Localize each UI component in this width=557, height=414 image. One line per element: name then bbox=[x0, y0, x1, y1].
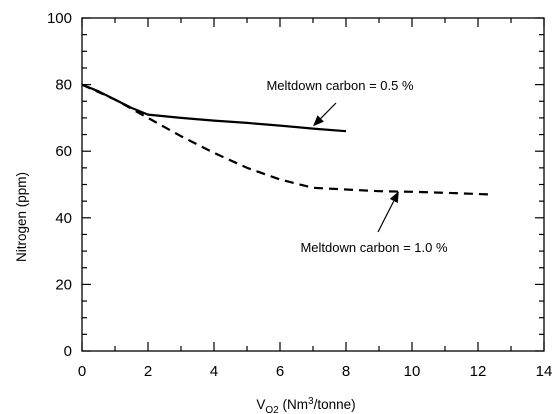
annotation-1-0-carbon: Meltdown carbon = 1.0 % bbox=[300, 240, 447, 255]
y-tick-label: 20 bbox=[55, 276, 72, 293]
x-axis-label: VO2 (Nm3/tonne) bbox=[256, 396, 355, 414]
annotation-arrow bbox=[320, 102, 337, 119]
annotation-arrowhead bbox=[389, 191, 399, 203]
x-tick-label: 10 bbox=[404, 363, 421, 380]
x-axis-label-rest: (Nm bbox=[279, 397, 308, 412]
y-tick-label: 0 bbox=[64, 343, 72, 360]
x-axis-label-superscript: 3 bbox=[308, 396, 314, 407]
x-axis-label-main: V bbox=[256, 397, 265, 412]
annotation-arrow bbox=[377, 200, 395, 233]
tick-labels: 0 2 4 6 8 10 12 14 0 20 40 60 80 100 bbox=[47, 10, 552, 380]
annotation-arrowhead bbox=[313, 115, 324, 127]
series-group bbox=[81, 83, 492, 196]
annotation-0-5-carbon: Meltdown carbon = 0.5 % bbox=[266, 78, 413, 93]
x-axis-label-subscript: O2 bbox=[265, 405, 279, 414]
x-tick-label: 6 bbox=[276, 363, 284, 380]
x-tick-label: 8 bbox=[342, 363, 350, 380]
plot-border bbox=[81, 17, 545, 352]
x-axis-label-end: /tonne) bbox=[314, 397, 356, 412]
x-tick-label: 14 bbox=[536, 363, 553, 380]
x-tick-label: 0 bbox=[78, 363, 86, 380]
x-tick-label: 2 bbox=[144, 363, 152, 380]
y-tick-label: 100 bbox=[47, 10, 72, 27]
y-tick-label: 80 bbox=[55, 77, 72, 94]
series-line-1-0-carbon bbox=[81, 83, 492, 196]
x-tick-label: 12 bbox=[470, 363, 487, 380]
x-tick-label: 4 bbox=[210, 363, 218, 380]
plot-frame bbox=[81, 17, 545, 352]
y-tick-label: 60 bbox=[55, 143, 72, 160]
annotations: Meltdown carbon = 0.5 % Meltdown carbon =… bbox=[266, 78, 447, 255]
y-tick-label: 40 bbox=[55, 210, 72, 227]
y-axis-label: Nitrogen (ppm) bbox=[14, 172, 29, 262]
ticks bbox=[81, 17, 545, 352]
